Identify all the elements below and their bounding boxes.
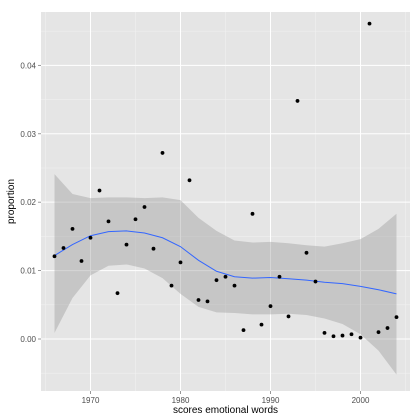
data-point (295, 99, 300, 103)
data-point (286, 314, 291, 319)
data-point (97, 188, 102, 193)
y-tick-label: 0.02 (20, 198, 36, 207)
data-point (169, 283, 174, 288)
minor-gridlines (41, 12, 410, 391)
data-point (124, 242, 129, 247)
data-point (79, 259, 84, 263)
y-tick-label: 0.00 (20, 335, 36, 344)
data-point (340, 333, 345, 338)
x-axis-ticks: 1970 1980 1990 2000 (82, 391, 370, 405)
data-point (358, 335, 363, 340)
data-point (88, 235, 93, 240)
data-point (259, 322, 264, 327)
x-axis-title: scores emotional words (173, 405, 278, 416)
data-point (322, 330, 327, 335)
data-point (115, 291, 120, 296)
data-point (349, 332, 354, 337)
data-point (223, 274, 228, 279)
data-point (214, 278, 219, 283)
data-point (385, 326, 390, 330)
data-point (151, 246, 156, 251)
data-point (277, 274, 282, 279)
y-tick-label: 0.04 (20, 61, 36, 70)
y-tick-label: 0.03 (20, 130, 36, 139)
data-point (313, 279, 318, 284)
data-point (367, 21, 372, 26)
data-point (142, 205, 147, 209)
data-point (232, 283, 237, 288)
data-point (241, 328, 246, 333)
data-point (178, 260, 183, 265)
data-point (331, 334, 336, 339)
data-point (250, 211, 255, 216)
data-point (394, 315, 399, 320)
data-point (160, 151, 165, 155)
y-tick-label: 0.01 (20, 267, 36, 276)
y-axis-title: proportion (6, 179, 17, 224)
data-point (376, 330, 381, 335)
data-point (133, 217, 138, 222)
x-tick-label: 1980 (172, 396, 190, 405)
data-point (106, 219, 111, 224)
data-point (52, 254, 57, 259)
data-point (268, 304, 273, 309)
x-tick-label: 1990 (262, 396, 280, 405)
data-point (70, 226, 75, 231)
data-point (196, 298, 201, 302)
data-point (304, 250, 309, 255)
data-point (205, 299, 210, 304)
x-tick-label: 1970 (82, 396, 100, 405)
data-point (187, 178, 192, 183)
y-axis-ticks: 0.00 0.01 0.02 0.03 0.04 (20, 61, 41, 344)
data-points (52, 21, 399, 340)
x-tick-label: 2000 (352, 396, 370, 405)
major-gridlines (41, 12, 410, 391)
data-point (61, 246, 66, 250)
smooth-trend-line (54, 230, 397, 295)
